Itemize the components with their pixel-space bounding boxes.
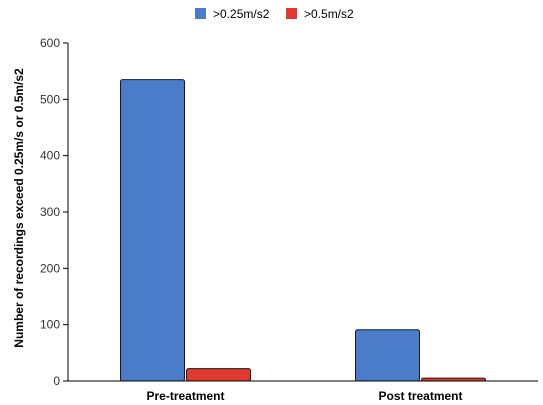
y-tick-label: 300 <box>40 205 60 219</box>
x-category-label: Post treatment <box>378 389 462 403</box>
legend-label-1: >0.25m/s2 <box>213 7 270 21</box>
y-tick-label: 200 <box>40 261 60 275</box>
y-tick-label: 600 <box>40 36 60 50</box>
bar-over-0-25-pre <box>120 79 185 382</box>
bar-over-0-25-post <box>355 329 420 382</box>
legend-swatch-2 <box>286 8 297 19</box>
bars <box>120 79 486 382</box>
y-tick-label: 400 <box>40 149 60 163</box>
legend: >0.25m/s2 >0.5m/s2 <box>195 7 354 21</box>
y-tick-label: 100 <box>40 318 60 332</box>
legend-label-2: >0.5m/s2 <box>304 7 354 21</box>
x-axis: Pre-treatment Post treatment <box>68 380 538 403</box>
y-tick-label: 0 <box>53 374 60 388</box>
y-axis-label: Number of recordings exceed 0.25m/s or 0… <box>12 68 26 348</box>
legend-swatch-1 <box>195 8 206 19</box>
bar-over-0-5-pre <box>186 368 251 382</box>
y-tick-label: 500 <box>40 92 60 106</box>
y-axis: 0 100 200 300 400 500 600 <box>40 36 69 388</box>
x-category-label: Pre-treatment <box>146 389 224 403</box>
